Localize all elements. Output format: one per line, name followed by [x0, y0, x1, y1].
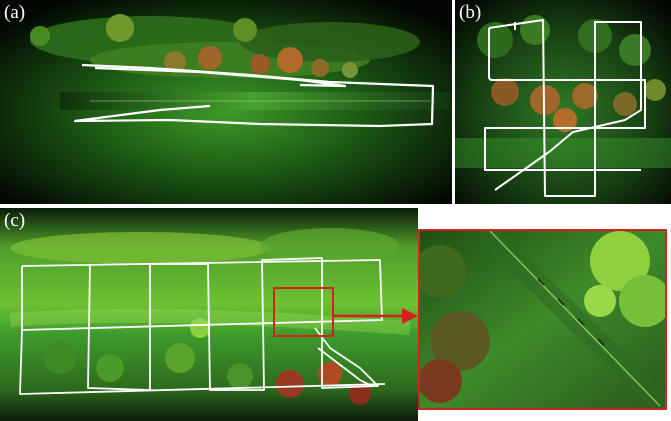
panel-c-road	[9, 308, 411, 335]
panel-c-label: (c)	[4, 210, 26, 231]
panel-a-point-cloud	[0, 0, 452, 204]
panel-c-lidar-view: (c)	[0, 208, 418, 421]
panel-separator-vertical	[452, 0, 455, 204]
panel-b-flight-path	[484, 19, 646, 197]
panel-zoom-road-markings	[537, 278, 605, 346]
panel-b-label: (b)	[459, 2, 482, 23]
panel-separator-horizontal	[0, 204, 671, 208]
panel-b-point-cloud	[455, 0, 671, 204]
panel-b-lidar-view: (b)	[455, 0, 671, 204]
panel-b-road	[455, 138, 671, 168]
panel-zoom-trees	[420, 231, 665, 403]
panel-c-zoom-inset	[418, 229, 667, 410]
panel-c-point-cloud	[0, 208, 418, 421]
panel-c-tree-canopy	[10, 228, 400, 405]
panel-a-tree-canopy	[30, 14, 420, 78]
panel-a-flight-path	[73, 63, 435, 128]
panel-a-lidar-view: (a)	[0, 0, 452, 204]
panel-zoom-point-cloud	[420, 231, 665, 408]
panel-c-flight-path	[19, 257, 386, 395]
panel-c-zoom-arrow	[333, 308, 418, 324]
panel-a-label: (a)	[4, 2, 26, 23]
panel-c-zoom-region-box	[273, 287, 334, 337]
